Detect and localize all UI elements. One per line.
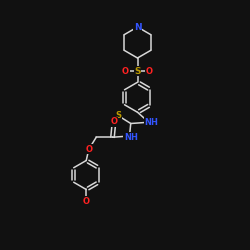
Text: O: O <box>83 197 90 206</box>
Text: O: O <box>146 66 153 76</box>
Text: S: S <box>134 66 141 76</box>
Text: O: O <box>110 117 117 126</box>
Text: O: O <box>122 66 129 76</box>
Text: NH: NH <box>144 118 158 127</box>
Text: O: O <box>85 145 92 154</box>
Text: NH: NH <box>124 133 138 142</box>
Text: S: S <box>116 112 122 120</box>
Text: N: N <box>134 22 141 32</box>
